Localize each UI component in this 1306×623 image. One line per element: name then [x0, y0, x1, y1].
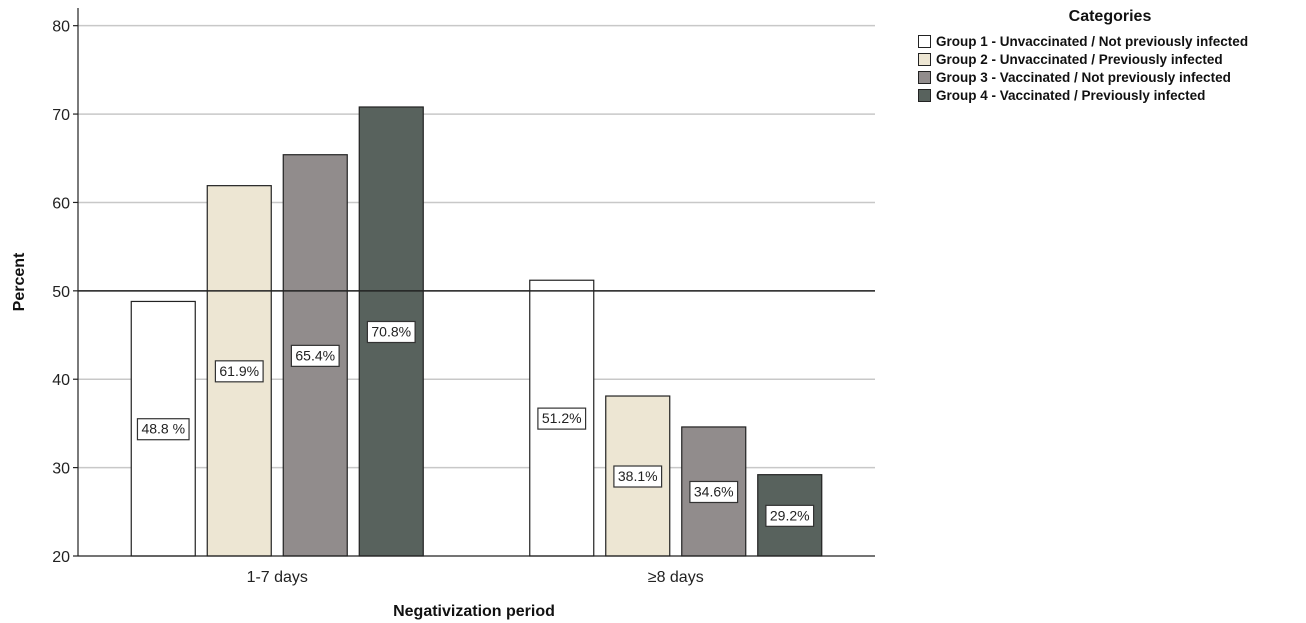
data-label-box — [366, 320, 416, 344]
data-label: 51.2% — [542, 410, 582, 426]
legend-label: Group 3 - Vaccinated / Not previously in… — [936, 69, 1231, 85]
data-label-box — [765, 504, 815, 527]
y-tick-label: 60 — [52, 195, 70, 212]
y-tick-label: 80 — [52, 19, 70, 36]
data-label: 48.8 % — [141, 421, 185, 437]
data-label-box — [290, 344, 340, 367]
legend-swatch — [918, 88, 931, 102]
legend-swatch — [918, 52, 931, 66]
grid-lines — [78, 24, 875, 469]
y-tick-label: 20 — [52, 549, 70, 566]
legend-items: Group 1 - Unvaccinated / Not previously … — [918, 32, 1302, 104]
data-label-box — [537, 407, 587, 430]
legend-label: Group 4 - Vaccinated / Previously infect… — [936, 87, 1206, 103]
legend-swatch — [918, 34, 931, 48]
y-tick-label: 70 — [52, 107, 70, 124]
legend-item: Group 4 - Vaccinated / Previously infect… — [918, 86, 1302, 104]
y-tick-label: 40 — [52, 372, 70, 389]
data-label: 29.2% — [770, 507, 810, 523]
legend-item: Group 1 - Unvaccinated / Not previously … — [918, 32, 1302, 50]
y-axis-title: Percent — [11, 252, 28, 311]
legend: Categories Group 1 - Unvaccinated / Not … — [918, 8, 1302, 104]
legend-item: Group 2 - Unvaccinated / Previously infe… — [918, 50, 1302, 68]
data-label: 34.6% — [694, 483, 734, 499]
legend-label: Group 2 - Unvaccinated / Previously infe… — [936, 51, 1223, 67]
legend-item: Group 3 - Vaccinated / Not previously in… — [918, 68, 1302, 86]
data-label: 38.1% — [618, 468, 658, 484]
data-label-box — [689, 480, 739, 504]
legend-label: Group 1 - Unvaccinated / Not previously … — [936, 33, 1249, 49]
data-label: 70.8% — [371, 323, 411, 339]
x-axis-title: Negativization period — [393, 603, 555, 620]
data-label: 65.4% — [295, 347, 335, 363]
x-tick-label: 1-7 days — [247, 569, 308, 586]
axes: 20 30 40 50 60 70 80 1-7 days ≥8 days — [52, 8, 875, 586]
y-tick-label: 30 — [52, 461, 70, 478]
y-tick-label: 50 — [52, 284, 70, 301]
data-label-box — [136, 418, 190, 441]
legend-swatch — [918, 70, 931, 84]
data-label-box — [613, 465, 663, 488]
x-tick-label: ≥8 days — [648, 569, 704, 586]
legend-title: Categories — [1068, 8, 1152, 25]
data-labels: 48.8 % 61.9% 65.4% 70.8% 51.2% 38.1% 34.6% 29.2… — [136, 320, 815, 527]
data-label: 61.9% — [219, 363, 259, 379]
data-label-box — [214, 360, 264, 383]
